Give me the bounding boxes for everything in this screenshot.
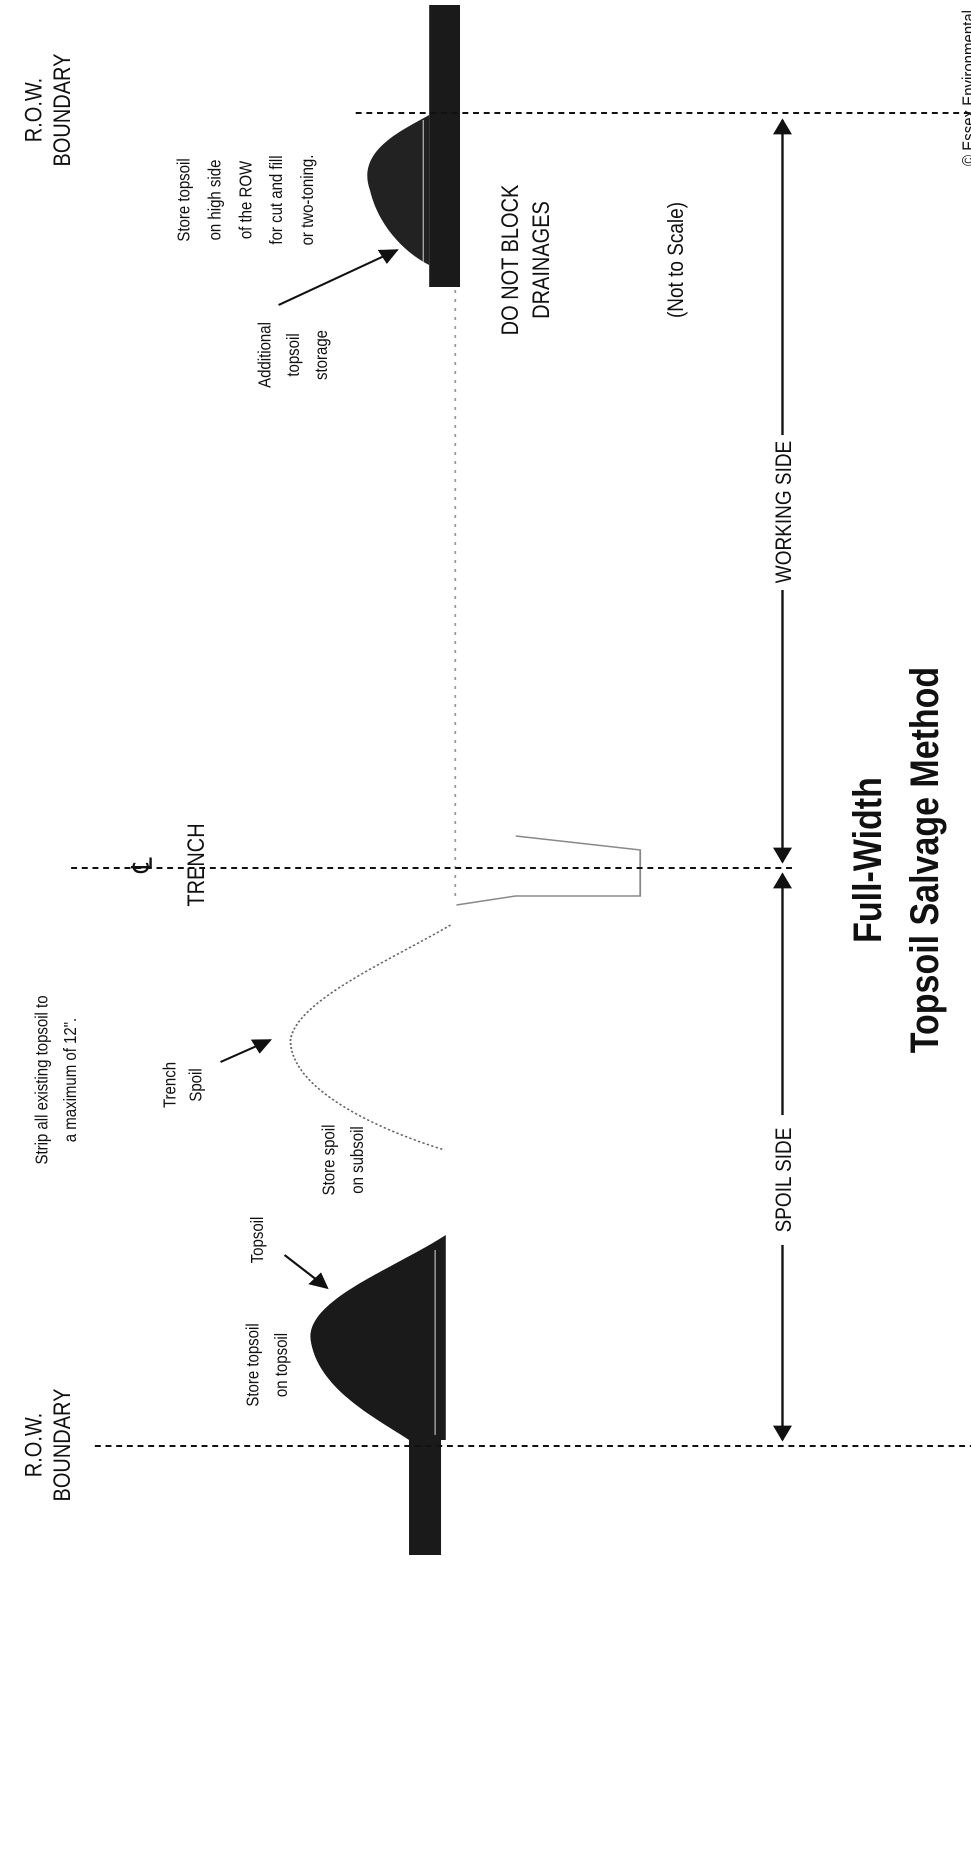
- text-line: topsoil: [284, 333, 303, 376]
- centerline-symbol: ℄: [126, 857, 158, 873]
- text-line: DRAINAGES: [527, 201, 554, 319]
- text-line: BOUNDARY: [48, 1388, 75, 1501]
- strip-note: Strip all existing topsoil to a maximum o…: [32, 995, 80, 1164]
- text-line: storage: [312, 330, 331, 380]
- topsoil-note: Store topsoil on topsoil: [243, 1323, 291, 1406]
- text-line: or two-toning.: [298, 155, 317, 246]
- high-side-note: Store topsoil on high side of the ROW for c…: [175, 155, 318, 246]
- text-line: Full-Width: [844, 777, 889, 943]
- text-line: Trench: [160, 1062, 179, 1108]
- text-line: Store topsoil: [243, 1323, 262, 1406]
- text-line: Store spoil: [319, 1125, 338, 1196]
- text-line: on high side: [205, 160, 224, 241]
- text-line: Store topsoil: [175, 158, 194, 241]
- text-line: R.O.W.: [20, 1413, 47, 1477]
- right-boundary: R.O.W.BOUNDARY: [20, 53, 75, 166]
- trench: TRENCH: [182, 823, 209, 906]
- text-line: on subsoil: [348, 1126, 367, 1194]
- working-side: WORKING SIDE: [771, 441, 796, 583]
- text-line: BOUNDARY: [48, 53, 75, 166]
- trench-spoil: Trench Spoil: [160, 1062, 206, 1108]
- text-line: R.O.W.: [20, 78, 47, 142]
- title: Full-Width Topsoil Salvage Method: [844, 667, 946, 1053]
- text-line: on topsoil: [272, 1333, 291, 1397]
- text-line: Spoil: [186, 1068, 205, 1101]
- spoil-side: SPOIL SIDE: [771, 1128, 796, 1233]
- text-line: Strip all existing topsoil to: [32, 995, 51, 1164]
- scale-note: (Not to Scale): [663, 202, 688, 318]
- text-line: for cut and fill: [267, 155, 286, 244]
- copyright: © Essex Environmental: [959, 10, 971, 166]
- topsoil: Topsoil: [248, 1217, 267, 1264]
- spoil-note: Store spoil on subsoil: [319, 1125, 367, 1196]
- text-line: Additional: [255, 322, 274, 388]
- left-boundary: R.O.W.BOUNDARY: [20, 1388, 75, 1501]
- additional-storage: Additional topsoil storage: [255, 322, 331, 388]
- drainage-note: DO NOT BLOCK DRAINAGES: [496, 184, 554, 335]
- dimension-lines: [219, 118, 792, 1442]
- text-line: DO NOT BLOCK: [496, 184, 523, 335]
- text-line: of the ROW: [236, 160, 255, 239]
- ground: [289, 5, 642, 1555]
- text-line: a maximum of 12".: [61, 1018, 80, 1142]
- text-line: Topsoil Salvage Method: [901, 667, 946, 1053]
